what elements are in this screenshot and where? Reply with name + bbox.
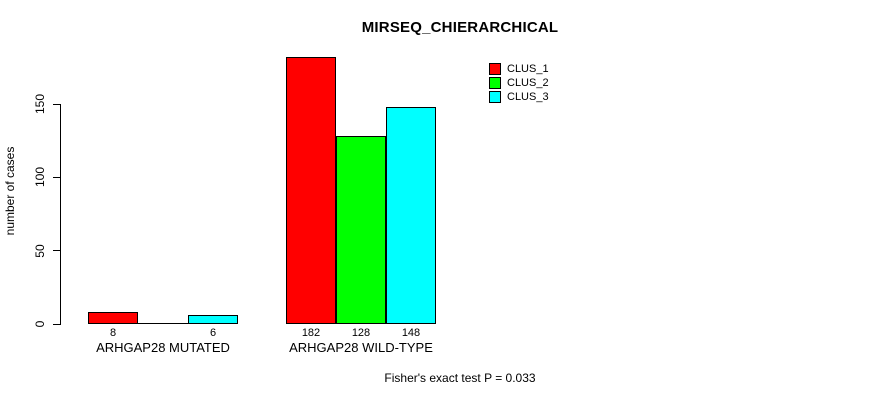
legend-label-clus_1: CLUS_1 bbox=[507, 63, 549, 75]
x-group-label: ARHGAP28 WILD-TYPE bbox=[289, 340, 433, 355]
bar-clus_1-group2 bbox=[286, 57, 336, 324]
bar-clus_2-group1-zero bbox=[138, 323, 188, 324]
bar-clus_3-group1 bbox=[188, 315, 238, 324]
bar-value-label: 182 bbox=[301, 327, 321, 339]
legend-swatch-clus_2 bbox=[489, 77, 501, 89]
chart-title: MIRSEQ_CHIERARCHICAL bbox=[361, 19, 559, 36]
y-axis-tick bbox=[53, 323, 60, 325]
y-axis-tick bbox=[53, 103, 60, 105]
bar-value-label: 148 bbox=[401, 327, 421, 339]
y-tick-label: 0 bbox=[33, 320, 47, 328]
bar-value-label: 6 bbox=[209, 327, 217, 339]
bar-value-label: 128 bbox=[351, 327, 371, 339]
legend-label-clus_3: CLUS_3 bbox=[507, 91, 549, 103]
legend-label-clus_2: CLUS_2 bbox=[507, 77, 549, 89]
legend-swatch-clus_3 bbox=[489, 91, 501, 103]
y-axis-line bbox=[60, 104, 61, 325]
y-tick-label: 100 bbox=[33, 167, 47, 188]
y-axis-title: number of cases bbox=[3, 146, 17, 236]
y-tick-label: 50 bbox=[33, 243, 47, 258]
y-axis-tick bbox=[53, 250, 60, 252]
bar-clus_1-group1 bbox=[88, 312, 138, 324]
legend-swatch-clus_1 bbox=[489, 63, 501, 75]
y-axis-tick bbox=[53, 176, 60, 178]
y-tick-label: 150 bbox=[33, 93, 47, 115]
bar-clus_3-group2 bbox=[386, 107, 436, 324]
bar-clus_2-group2 bbox=[336, 136, 386, 324]
bar-value-label: 8 bbox=[109, 327, 117, 339]
x-group-label: ARHGAP28 MUTATED bbox=[96, 340, 230, 355]
fisher-test-annotation: Fisher's exact test P = 0.033 bbox=[384, 371, 536, 385]
